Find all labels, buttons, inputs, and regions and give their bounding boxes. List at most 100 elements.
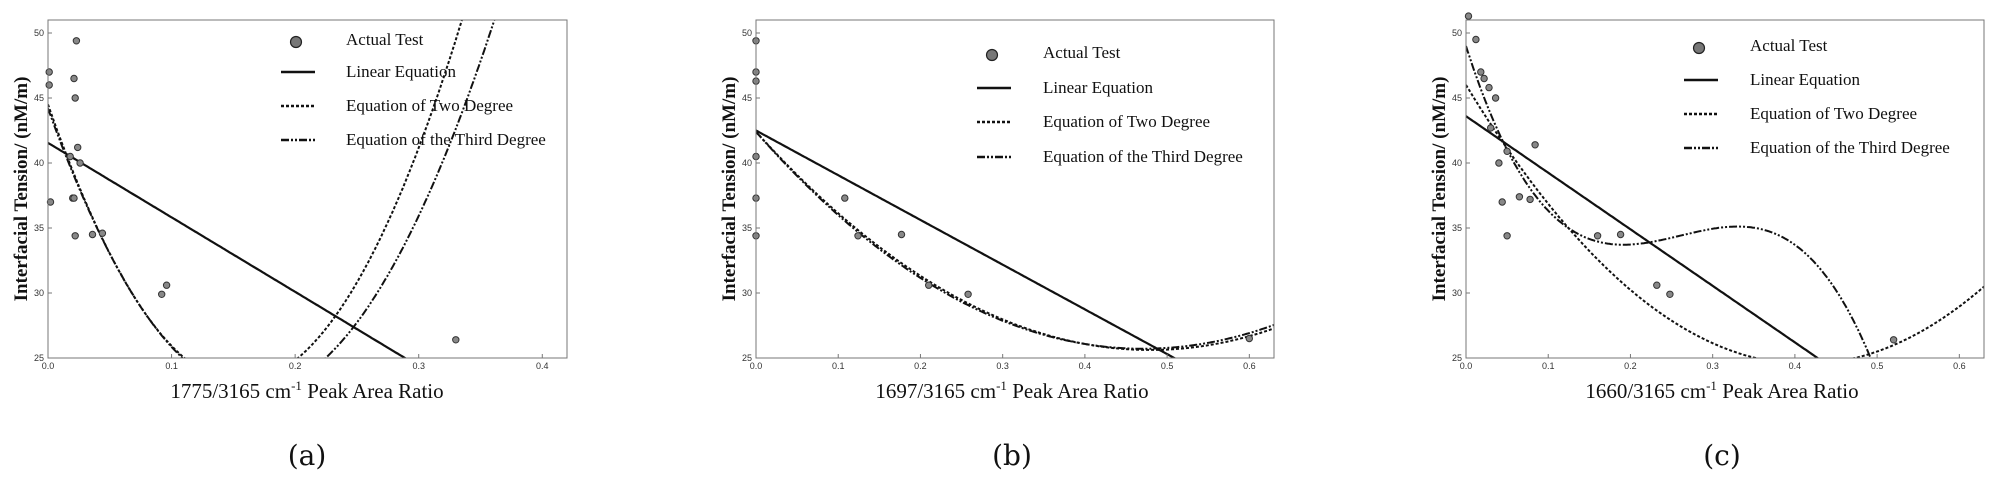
panel-a-data-point — [71, 232, 79, 240]
panel-c-xtick-label: 0.0 — [1460, 361, 1473, 371]
panel-c-data-point — [1487, 124, 1495, 132]
panel-c-data-point — [1480, 74, 1488, 83]
legend-linear-label: Linear Equation — [346, 62, 456, 81]
panel-c-data-point — [1889, 336, 1898, 344]
panel-b-xtick-label: 0.4 — [1079, 361, 1092, 371]
panel-a-label: (a) — [288, 439, 327, 472]
panel-a-ytick-label: 25 — [34, 353, 44, 363]
panel-c-xtick-label: 0.1 — [1542, 361, 1555, 371]
panel-c-xtick-label: 0.5 — [1871, 361, 1884, 371]
panel-c-linear-curve — [1466, 115, 1820, 358]
panel-c-xtick-label: 0.2 — [1624, 361, 1637, 371]
panel-c-curves — [1466, 45, 1984, 358]
panel-b-data-point — [964, 290, 972, 298]
panel-c-cubic-curve — [1466, 45, 1872, 358]
panel-b-label: (b) — [992, 439, 1032, 472]
panel-c-data-point — [1616, 230, 1625, 239]
panel-c-ytick-label: 50 — [1452, 28, 1462, 38]
panel-c-legend: Actual Test Linear Equation Equation of … — [1684, 36, 1950, 157]
panel-a-data-point — [72, 37, 81, 45]
panel-b-ytick-label: 45 — [742, 93, 752, 103]
panel-a-ylabel: Interfacial Tension/ (nM/m) — [11, 77, 32, 302]
panel-c-label: (c) — [1703, 439, 1741, 472]
legend-scatter-marker — [1692, 41, 1706, 55]
panel-b-legend: Actual Test Linear Equation Equation of … — [977, 43, 1243, 166]
panel-a-data-point — [98, 229, 107, 237]
panel-c-ytick-label: 25 — [1452, 353, 1462, 363]
panel-c-data-point — [1593, 232, 1602, 240]
panel-a-xlabel: 1775/3165 cm-1 Peak Area Ratio — [170, 378, 443, 403]
legend-cubic-label: Equation of the Third Degree — [1750, 138, 1950, 157]
panel-a-data-point — [158, 290, 166, 298]
panel-a-data-point — [45, 68, 53, 76]
legend-scatter-label: Actual Test — [1750, 36, 1828, 55]
legend-scatter-label: Actual Test — [1043, 43, 1121, 62]
panel-a-ytick-label: 50 — [34, 28, 44, 38]
panel-a-xtick-label: 0.3 — [412, 361, 425, 371]
legend-scatter-marker — [985, 48, 999, 62]
panel-c-data-point — [1666, 290, 1674, 298]
legend-quadratic-label: Equation of Two Degree — [1750, 104, 1917, 123]
panel-c-xtick-label: 0.6 — [1953, 361, 1966, 371]
panel-b-linear-curve — [756, 129, 1177, 358]
panel-a-data-point — [66, 152, 74, 161]
panel-a-curves — [48, 20, 496, 358]
panel-c-plot-frame — [1465, 19, 1985, 359]
panel-c-xlabel: 1660/3165 cm-1 Peak Area Ratio — [1585, 378, 1858, 403]
panel-b-quadratic-curve — [756, 131, 1274, 352]
panel-b-ticks: 0.0 0.1 0.2 0.3 0.4 0.5 0.6 25 30 35 40 45 50 — [742, 28, 1256, 371]
legend-scatter-marker — [289, 35, 303, 49]
legend-cubic-label: Equation of the Third Degree — [346, 130, 546, 149]
panel-a-xtick-label: 0.2 — [289, 361, 302, 371]
legend-linear-label: Linear Equation — [1750, 70, 1860, 89]
panel-a-data-point — [70, 194, 78, 202]
panel-a-xtick-label: 0.0 — [42, 361, 55, 371]
panel-c-data-point — [1464, 12, 1473, 20]
panel-c-data-point — [1498, 198, 1506, 206]
panel-b-ytick-label: 40 — [742, 158, 752, 168]
panel-b-plot-frame — [755, 19, 1275, 359]
panel-a-xtick-label: 0.1 — [165, 361, 178, 371]
panel-a-cubic-curve — [48, 20, 496, 358]
panel-a-linear-curve — [48, 141, 408, 358]
panel-a-data-point — [70, 74, 78, 83]
panel-b-ytick-label: 25 — [742, 353, 752, 363]
panel-b-xtick-label: 0.2 — [914, 361, 927, 371]
panel-c-data-point — [1495, 159, 1503, 167]
panel-c-data-point — [1503, 147, 1511, 156]
panel-a-ytick-label: 45 — [34, 93, 44, 103]
panel-b-xtick-label: 0.1 — [832, 361, 845, 371]
panel-c-data-point — [1485, 83, 1493, 92]
panel-a-data-point — [88, 230, 97, 239]
panel-c-ytick-label: 40 — [1452, 158, 1462, 168]
panel-b-data-point — [925, 281, 933, 289]
panel-b-ylabel: Interfacial Tension/ (nM/m) — [719, 77, 740, 302]
panel-c-ytick-label: 35 — [1452, 223, 1462, 233]
panel-c-data-point — [1531, 141, 1539, 149]
panel-b-xtick-label: 0.5 — [1161, 361, 1174, 371]
panel-b-xtick-label: 0.3 — [996, 361, 1009, 371]
legend-linear-label: Linear Equation — [1043, 78, 1153, 97]
panel-a-data-point — [452, 336, 460, 344]
panel-b-xlabel: 1697/3165 cm-1 Peak Area Ratio — [875, 378, 1148, 403]
panel-c: 0.0 0.1 0.2 0.3 0.4 0.5 0.6 25 30 35 40 45 50 Interf… — [1429, 12, 1985, 472]
panel-b-cubic-curve — [756, 131, 1274, 350]
panel-c-xtick-label: 0.3 — [1706, 361, 1719, 371]
panel-b-data-point — [897, 230, 906, 239]
panel-c-ylabel: Interfacial Tension/ (nM/m) — [1429, 77, 1450, 302]
legend-quadratic-label: Equation of Two Degree — [1043, 112, 1210, 131]
panel-a: 0.0 0.1 0.2 0.3 0.4 25 30 35 40 45 50 Interfacial … — [11, 19, 568, 472]
panel-c-points — [1464, 12, 1898, 344]
panel-a-data-point — [71, 94, 79, 102]
panel-a-xtick-label: 0.4 — [536, 361, 549, 371]
panel-b-ytick-label: 50 — [742, 28, 752, 38]
panel-a-data-point — [162, 281, 171, 289]
panel-a-points — [45, 37, 460, 344]
panel-b-points — [752, 37, 1254, 343]
panel-b-ytick-label: 30 — [742, 288, 752, 298]
panel-c-data-point — [1503, 232, 1511, 240]
panel-c-data-point — [1526, 195, 1534, 204]
panel-a-ytick-label: 40 — [34, 158, 44, 168]
panel-a-data-point — [46, 198, 55, 206]
panel-a-data-point — [76, 159, 84, 167]
